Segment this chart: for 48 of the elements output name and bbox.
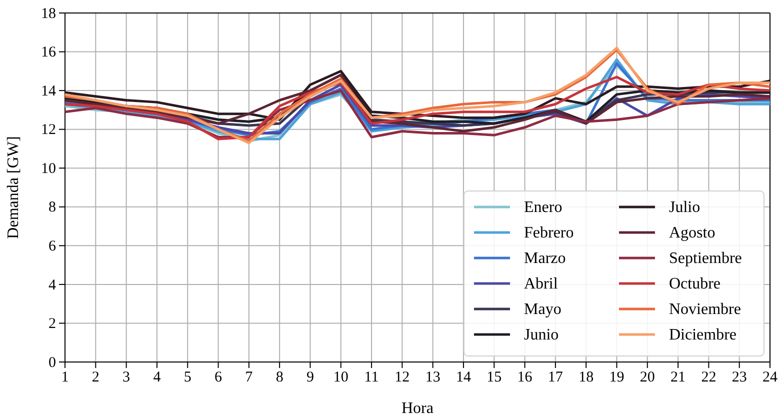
legend-label: Abril	[524, 276, 558, 292]
legend-label: Mayo	[524, 301, 562, 318]
x-tick-label: 12	[394, 370, 410, 386]
legend-label: Julio	[669, 199, 700, 216]
y-tick-label: 14	[41, 83, 56, 100]
x-tick-label: 19	[609, 370, 624, 386]
y-tick-label: 4	[48, 277, 56, 294]
y-tick-label: 16	[41, 44, 56, 61]
x-tick-label: 1	[61, 370, 69, 386]
x-tick-label: 7	[245, 370, 254, 386]
x-tick-label: 4	[153, 370, 162, 386]
x-tick-label: 16	[517, 370, 533, 386]
y-tick-label: 12	[41, 122, 56, 138]
y-tick-label: 2	[48, 316, 56, 332]
legend-label: Enero	[524, 199, 562, 216]
x-tick-label: 21	[670, 370, 686, 386]
x-tick-label: 22	[701, 370, 716, 386]
x-tick-label: 2	[92, 370, 100, 386]
y-tick-label: 10	[41, 160, 56, 177]
x-tick-label: 20	[640, 370, 655, 386]
x-tick-label: 8	[276, 370, 284, 386]
x-tick-label: 14	[456, 370, 472, 386]
legend-label: Noviembre	[669, 301, 741, 318]
y-axis-title: Demanda [GW]	[5, 136, 22, 239]
legend-label: Septiembre	[669, 250, 742, 267]
legend-label: Marzo	[524, 250, 566, 267]
legend-label: Junio	[524, 326, 559, 344]
x-tick-label: 24	[762, 370, 778, 386]
legend-label: Octubre	[669, 276, 721, 292]
legend-label: Diciembre	[669, 326, 737, 344]
x-tick-label: 23	[732, 370, 747, 386]
x-tick-label: 13	[425, 370, 440, 386]
legend-label: Agosto	[669, 224, 716, 242]
legend-label: Febrero	[524, 224, 574, 242]
y-tick-label: 8	[48, 200, 56, 216]
x-tick-label: 18	[578, 370, 594, 386]
y-tick-label: 6	[48, 238, 56, 254]
x-tick-label: 6	[214, 370, 223, 386]
x-tick-label: 11	[364, 370, 379, 386]
y-tick-label: 18	[41, 6, 56, 22]
x-axis-title: Hora	[402, 400, 434, 417]
x-tick-label: 17	[548, 370, 564, 386]
x-tick-label: 3	[122, 370, 130, 386]
x-tick-label: 5	[184, 370, 192, 386]
x-tick-label: 10	[333, 370, 348, 386]
y-tick-label: 0	[48, 354, 56, 371]
x-tick-label: 9	[306, 370, 314, 386]
x-tick-label: 15	[486, 370, 502, 386]
